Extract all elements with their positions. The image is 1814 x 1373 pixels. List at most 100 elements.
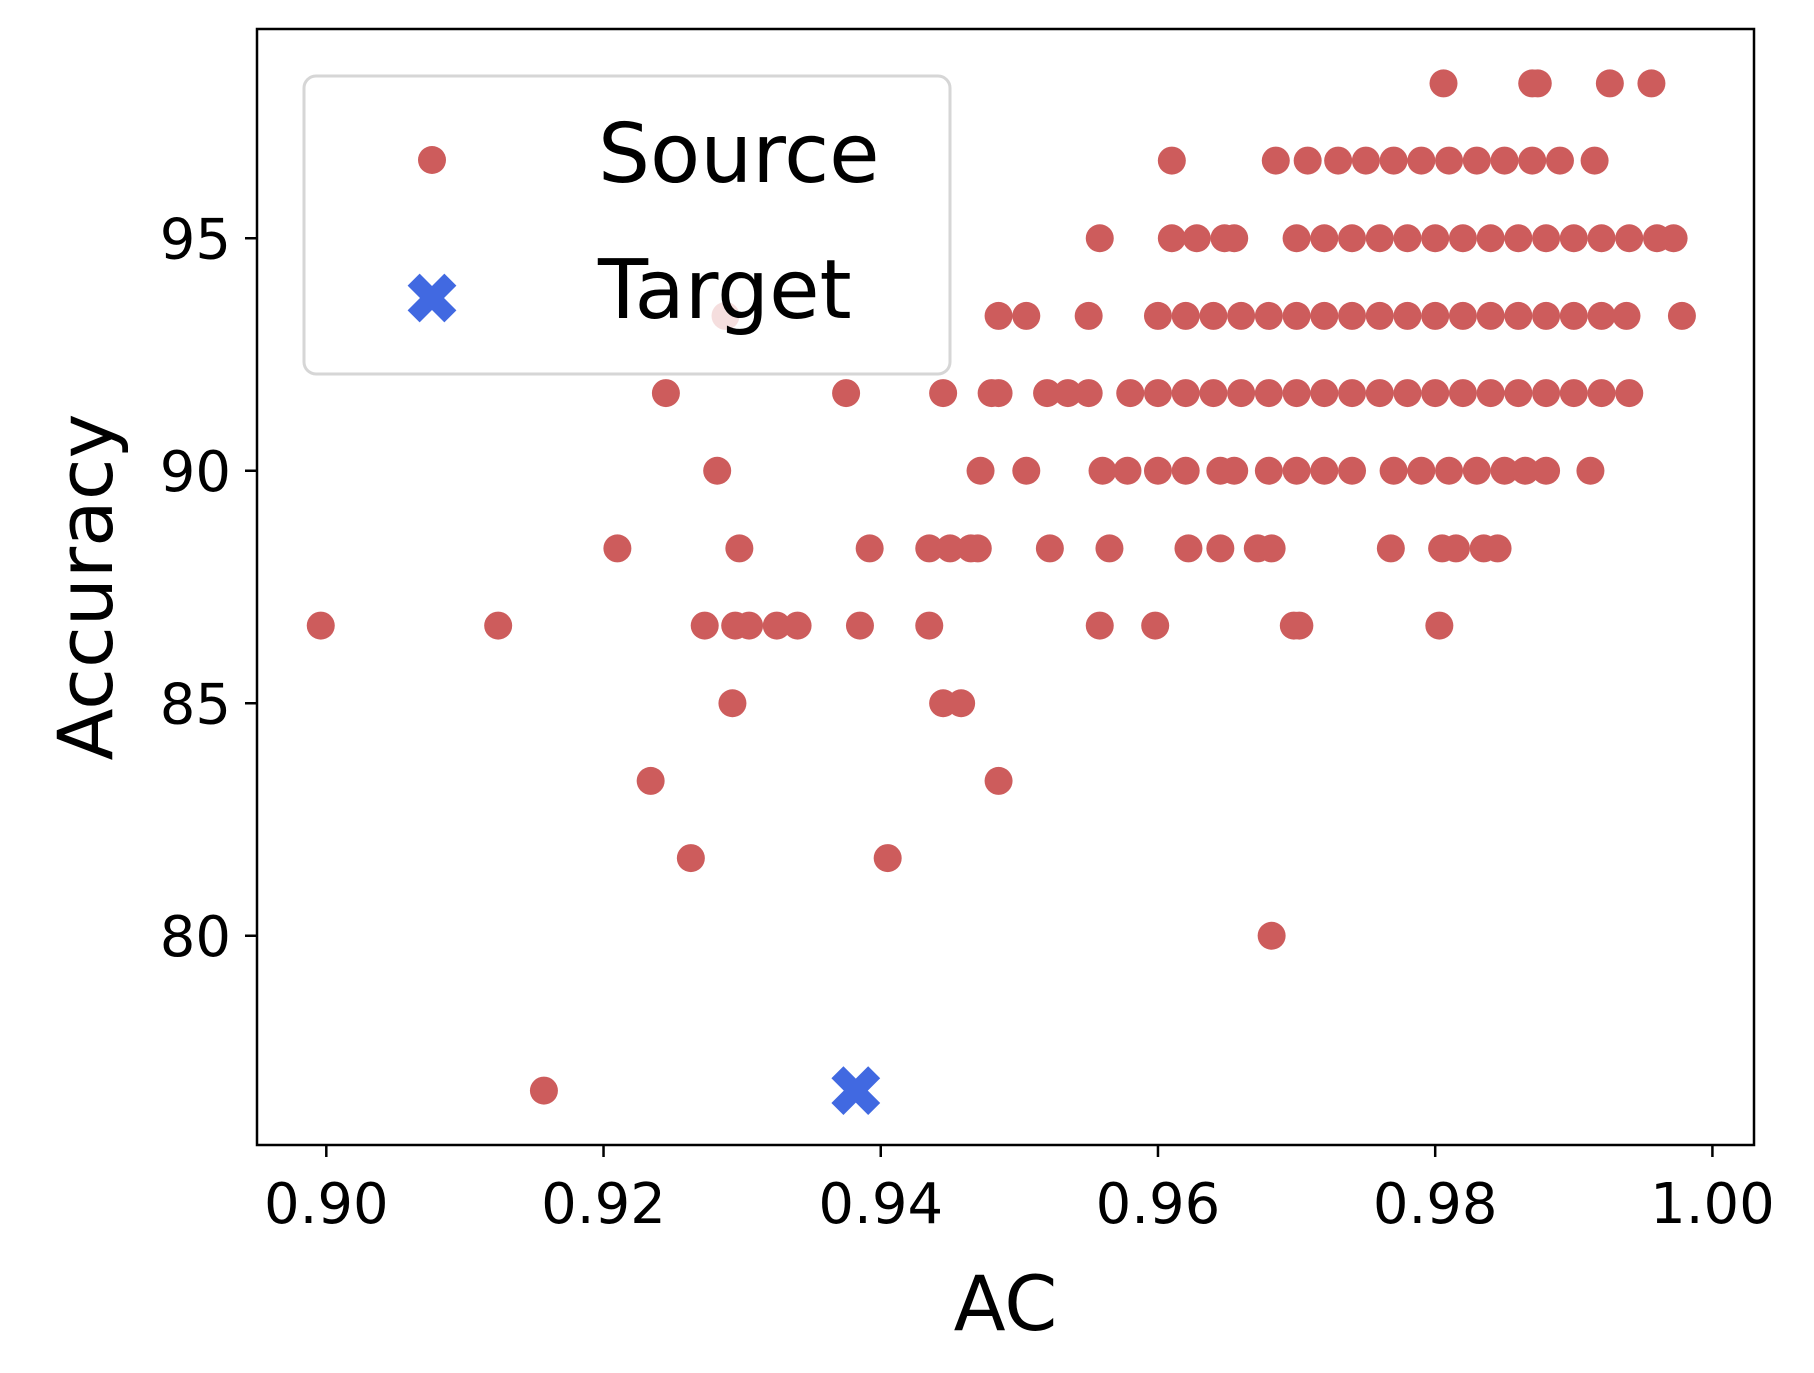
source-point — [1095, 534, 1124, 563]
source-point — [1523, 69, 1552, 98]
source-point — [735, 611, 764, 640]
source-point — [936, 534, 965, 563]
source-point — [1595, 69, 1624, 98]
source-point — [1576, 456, 1605, 485]
points-layer — [306, 69, 1696, 1115]
source-point — [484, 611, 513, 640]
source-point — [832, 379, 861, 408]
source-point — [1174, 534, 1203, 563]
source-point — [1351, 146, 1380, 175]
source-point — [1559, 301, 1588, 330]
source-point — [1587, 379, 1616, 408]
source-point — [676, 844, 705, 873]
source-point — [636, 766, 665, 795]
source-point — [1182, 224, 1211, 253]
source-point — [1143, 456, 1172, 485]
source-point — [1518, 146, 1547, 175]
source-point — [1261, 146, 1290, 175]
source-point — [1615, 224, 1644, 253]
legend-target-label: Target — [597, 243, 852, 338]
source-point — [1393, 301, 1422, 330]
source-point — [1580, 146, 1609, 175]
source-point — [1324, 146, 1353, 175]
source-point — [1143, 301, 1172, 330]
x-tick-label: 0.92 — [541, 1172, 666, 1237]
source-point — [1407, 456, 1436, 485]
source-point — [1448, 379, 1477, 408]
source-point — [1429, 69, 1458, 98]
source-point — [1545, 146, 1574, 175]
source-point — [1035, 534, 1064, 563]
source-point — [1310, 301, 1339, 330]
source-point — [1282, 301, 1311, 330]
source-point — [1476, 379, 1505, 408]
source-point — [1615, 379, 1644, 408]
source-point — [1293, 146, 1322, 175]
source-point — [783, 611, 812, 640]
source-point — [1365, 301, 1394, 330]
source-point — [1116, 379, 1145, 408]
source-point — [1338, 224, 1367, 253]
source-point — [651, 379, 680, 408]
source-point — [1376, 534, 1405, 563]
source-point — [845, 611, 874, 640]
source-point — [603, 534, 632, 563]
source-point — [703, 456, 732, 485]
source-point — [1490, 456, 1519, 485]
source-point — [1441, 534, 1470, 563]
legend-source-label: Source — [598, 107, 880, 202]
source-point — [306, 611, 335, 640]
source-point — [1085, 224, 1114, 253]
source-point — [1157, 224, 1186, 253]
source-point — [1227, 301, 1256, 330]
source-point — [1157, 146, 1186, 175]
source-point — [1227, 379, 1256, 408]
source-point — [1254, 379, 1283, 408]
legend-source-marker — [418, 146, 446, 174]
source-point — [929, 379, 958, 408]
source-point — [1532, 224, 1561, 253]
y-tick-label: 85 — [160, 672, 231, 737]
source-point — [1462, 456, 1491, 485]
source-point — [1338, 379, 1367, 408]
source-point — [1199, 379, 1228, 408]
legend-target-marker — [407, 273, 457, 323]
source-point — [1532, 301, 1561, 330]
source-point — [1199, 301, 1228, 330]
source-point — [1074, 379, 1103, 408]
source-point — [1171, 379, 1200, 408]
source-point — [1421, 224, 1450, 253]
target-point — [831, 1066, 881, 1115]
source-point — [1254, 301, 1283, 330]
source-point — [1435, 146, 1464, 175]
y-tick-label: 95 — [160, 207, 231, 272]
source-point — [1143, 379, 1172, 408]
source-point — [1282, 456, 1311, 485]
source-point — [1462, 146, 1491, 175]
source-point — [1220, 456, 1249, 485]
source-point — [1310, 224, 1339, 253]
source-point — [1012, 301, 1041, 330]
source-point — [1012, 456, 1041, 485]
source-point — [1637, 69, 1666, 98]
source-point — [1338, 301, 1367, 330]
source-point — [1088, 456, 1117, 485]
ticks-layer: 0.90 0.92 0.94 0.96 0.98 1.00 80 85 90 95 — [160, 207, 1775, 1237]
source-point — [1504, 379, 1533, 408]
source-point — [725, 534, 754, 563]
y-tick-label: 90 — [160, 440, 231, 505]
source-point — [1421, 301, 1450, 330]
source-point — [1171, 456, 1200, 485]
source-point — [1074, 301, 1103, 330]
y-tick-label: 80 — [160, 905, 231, 970]
source-point — [963, 534, 992, 563]
source-point — [1282, 379, 1311, 408]
source-point — [873, 844, 902, 873]
source-point — [1425, 611, 1454, 640]
source-point — [1476, 224, 1505, 253]
source-point — [1113, 456, 1142, 485]
source-point — [1171, 301, 1200, 330]
x-tick-label: 0.90 — [264, 1172, 389, 1237]
source-point — [1559, 379, 1588, 408]
source-point — [1448, 224, 1477, 253]
